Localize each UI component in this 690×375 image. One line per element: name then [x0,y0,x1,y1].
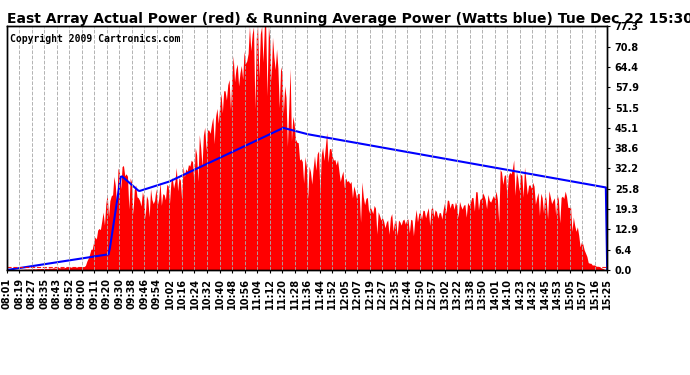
Text: Copyright 2009 Cartronics.com: Copyright 2009 Cartronics.com [10,34,180,44]
Text: East Array Actual Power (red) & Running Average Power (Watts blue) Tue Dec 22 15: East Array Actual Power (red) & Running … [7,12,690,26]
